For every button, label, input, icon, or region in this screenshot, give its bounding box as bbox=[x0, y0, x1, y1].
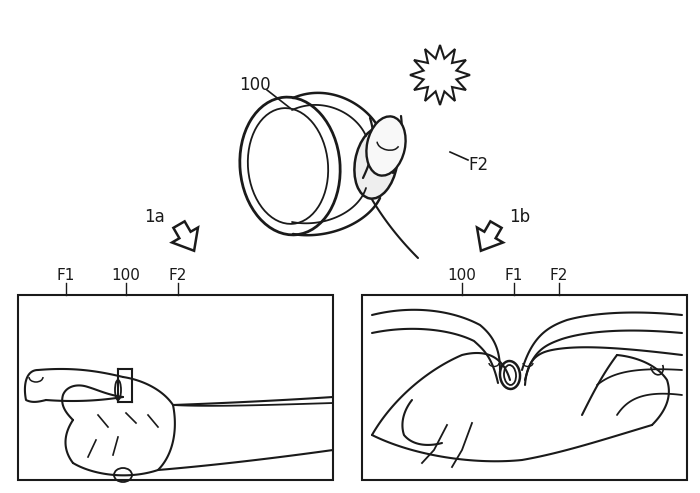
Text: F2: F2 bbox=[550, 268, 568, 282]
Text: F2: F2 bbox=[468, 156, 488, 174]
Text: F2: F2 bbox=[169, 268, 187, 282]
Ellipse shape bbox=[354, 127, 398, 199]
Text: F1: F1 bbox=[505, 268, 523, 282]
Bar bbox=[362, 295, 687, 480]
Ellipse shape bbox=[366, 116, 405, 176]
Text: 1a: 1a bbox=[145, 208, 165, 226]
Text: F1: F1 bbox=[57, 268, 75, 282]
Text: 100: 100 bbox=[447, 268, 477, 282]
Text: 100: 100 bbox=[111, 268, 141, 282]
Text: 1b: 1b bbox=[510, 208, 531, 226]
Text: 100: 100 bbox=[239, 76, 271, 94]
Bar bbox=[18, 295, 333, 480]
